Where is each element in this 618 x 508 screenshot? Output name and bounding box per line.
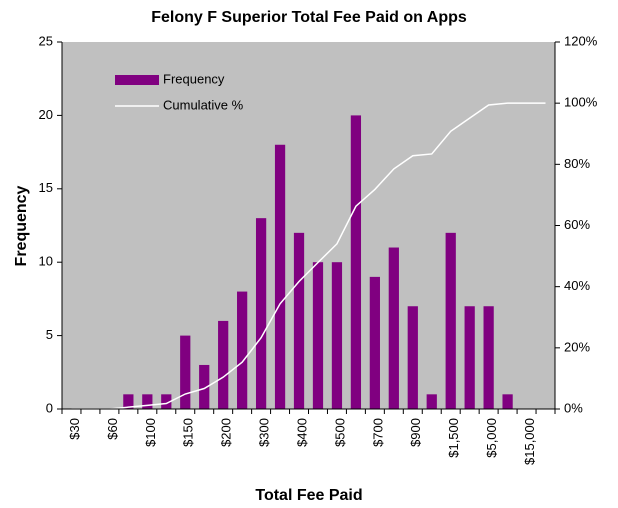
legend-swatch <box>115 75 159 85</box>
y-tick-label: 25 <box>39 33 53 48</box>
bar <box>502 394 513 409</box>
x-tick-label: $700 <box>370 418 385 447</box>
y-tick-label: 5 <box>46 327 53 342</box>
x-tick-label: $400 <box>294 418 309 447</box>
bar <box>293 232 305 409</box>
bar <box>274 144 286 409</box>
bar <box>483 306 494 409</box>
bar <box>199 364 210 409</box>
x-tick-label: $900 <box>408 418 423 447</box>
x-tick-label: $500 <box>332 418 347 447</box>
x-tick-label: $60 <box>105 418 120 440</box>
bar <box>255 218 267 409</box>
y-axis-title: Frequency <box>13 185 30 266</box>
y2-tick-label: 0% <box>564 400 583 415</box>
y2-tick-label: 20% <box>564 339 590 354</box>
y-tick-label: 10 <box>39 254 53 269</box>
x-axis-title: Total Fee Paid <box>255 487 362 504</box>
x-tick-label: $200 <box>219 418 234 447</box>
bar <box>445 232 456 409</box>
bar <box>123 394 134 409</box>
legend-label: Cumulative % <box>163 97 244 112</box>
bar <box>350 115 362 410</box>
x-tick-label: $15,000 <box>522 418 537 465</box>
x-tick-label: $150 <box>181 418 196 447</box>
y2-tick-label: 60% <box>564 217 590 232</box>
x-tick-label: $300 <box>257 418 272 447</box>
bar <box>426 394 437 409</box>
bar <box>464 306 475 409</box>
y2-tick-label: 100% <box>564 95 598 110</box>
bar <box>218 320 229 409</box>
y2-tick-label: 40% <box>564 278 590 293</box>
plot-area <box>62 42 555 409</box>
bar <box>237 291 248 409</box>
x-tick-label: $1,500 <box>446 418 461 458</box>
bar <box>388 247 399 409</box>
x-tick-label: $100 <box>143 418 158 447</box>
y-tick-label: 15 <box>39 180 53 195</box>
chart-title: Felony F Superior Total Fee Paid on Apps <box>151 9 467 26</box>
bar <box>161 394 172 409</box>
bar <box>312 262 324 409</box>
bar <box>369 276 380 409</box>
y2-tick-label: 80% <box>564 156 590 171</box>
x-tick-label: $30 <box>67 418 82 440</box>
bar <box>180 335 191 409</box>
bar <box>407 306 418 409</box>
y-tick-label: 0 <box>46 400 53 415</box>
cumulative-line <box>71 102 546 410</box>
bar <box>331 262 343 409</box>
y-tick-label: 20 <box>39 107 53 122</box>
y2-tick-label: 120% <box>564 33 598 48</box>
x-tick-label: $5,000 <box>484 418 499 458</box>
legend-label: Frequency <box>163 71 225 86</box>
bar <box>142 394 153 409</box>
